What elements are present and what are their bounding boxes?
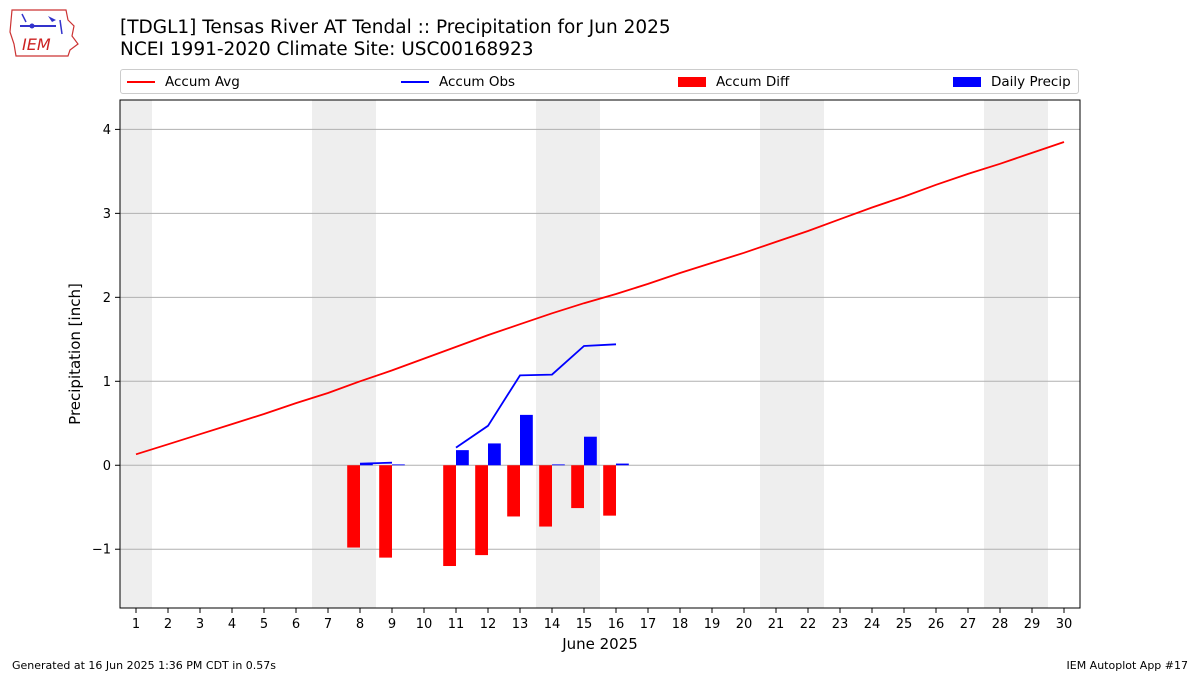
- accum-obs-swatch: [401, 80, 429, 83]
- accum-diff-bar: [475, 465, 488, 556]
- x-tick-label: 19: [704, 617, 721, 632]
- x-tick-label: 21: [768, 617, 785, 632]
- accum-diff-bar: [347, 465, 360, 548]
- x-tick-label: 5: [260, 617, 268, 632]
- daily-precip-bar: [616, 463, 629, 466]
- x-tick-label: 29: [1024, 617, 1041, 632]
- x-tick-label: 18: [672, 617, 689, 632]
- x-tick-label: 10: [416, 617, 433, 632]
- app-note: IEM Autoplot App #17: [1066, 659, 1189, 672]
- x-tick-label: 14: [544, 617, 561, 632]
- daily-precip-bar: [456, 450, 469, 466]
- x-tick-label: 28: [992, 617, 1009, 632]
- accum-diff-swatch: [678, 76, 706, 87]
- legend: Accum Avg Accum Obs Accum Diff Daily Pre…: [120, 69, 1079, 94]
- y-tick-label: 1: [103, 375, 111, 390]
- daily-precip-bar: [392, 464, 405, 466]
- y-tick-label: 4: [103, 123, 111, 138]
- legend-label: Accum Diff: [716, 73, 790, 90]
- y-tick-label: 2: [103, 291, 111, 306]
- weekend-shade: [344, 100, 376, 608]
- accum-diff-bar: [507, 465, 520, 517]
- generated-note: Generated at 16 Jun 2025 1:36 PM CDT in …: [12, 659, 277, 672]
- x-tick-label: 25: [896, 617, 913, 632]
- x-tick-label: 8: [356, 617, 364, 632]
- x-tick-label: 26: [928, 617, 945, 632]
- y-axis-label: Precipitation [inch]: [66, 283, 84, 425]
- legend-label: Daily Precip: [991, 73, 1071, 90]
- accum-diff-bar: [539, 465, 552, 527]
- accum-diff-bar: [571, 465, 584, 509]
- x-tick-label: 30: [1056, 617, 1073, 632]
- daily-precip-bar: [520, 414, 533, 466]
- x-tick-label: 11: [448, 617, 465, 632]
- x-tick-label: 20: [736, 617, 753, 632]
- legend-item-accum-avg: Accum Avg: [127, 70, 240, 93]
- x-tick-label: 15: [576, 617, 593, 632]
- legend-label: Accum Avg: [165, 73, 240, 90]
- daily-precip-swatch: [953, 76, 981, 87]
- x-tick-label: 24: [864, 617, 881, 632]
- x-tick-label: 6: [292, 617, 300, 632]
- x-tick-label: 23: [832, 617, 849, 632]
- weekend-shade: [792, 100, 824, 608]
- accum-obs-line: [455, 343, 617, 449]
- daily-precip-bar: [488, 443, 501, 466]
- x-tick-label: 27: [960, 617, 977, 632]
- daily-precip-bar: [360, 463, 373, 466]
- accum-avg-line: [135, 141, 1065, 456]
- daily-precip-bar: [552, 464, 565, 466]
- accum-diff-bar: [443, 465, 456, 567]
- x-tick-label: 22: [800, 617, 817, 632]
- weekend-shade: [312, 100, 344, 608]
- weekend-shade: [120, 100, 152, 608]
- x-tick-label: 9: [388, 617, 396, 632]
- svg-text:IEM: IEM: [22, 35, 51, 54]
- x-tick-label: 16: [608, 617, 625, 632]
- chart-subtitle: NCEI 1991-2020 Climate Site: USC00168923: [120, 39, 534, 60]
- accum-obs-line: [359, 461, 393, 465]
- iem-logo: IEM: [9, 9, 79, 57]
- y-tick-label: 0: [103, 459, 111, 474]
- x-tick-label: 12: [480, 617, 497, 632]
- x-tick-label: 1: [132, 617, 140, 632]
- accum-diff-bar: [603, 465, 616, 516]
- legend-label: Accum Obs: [439, 73, 516, 90]
- legend-item-daily-precip: Daily Precip: [953, 70, 1071, 93]
- daily-precip-bar: [584, 436, 597, 466]
- x-tick-label: 17: [640, 617, 657, 632]
- weekend-shade: [984, 100, 1016, 608]
- weekend-shade: [1016, 100, 1048, 608]
- legend-item-accum-diff: Accum Diff: [678, 70, 789, 93]
- x-tick-label: 3: [196, 617, 204, 632]
- accum-avg-swatch: [127, 80, 155, 83]
- accum-diff-bar: [379, 465, 392, 558]
- y-tick-label: 3: [103, 207, 111, 222]
- weekend-shade: [760, 100, 792, 608]
- x-tick-label: 7: [324, 617, 332, 632]
- weekend-shade: [536, 100, 568, 608]
- y-tick-label: −1: [92, 543, 111, 558]
- weekend-shade: [568, 100, 600, 608]
- x-axis-label: June 2025: [561, 635, 638, 653]
- x-tick-label: 4: [228, 617, 236, 632]
- x-tick-label: 13: [512, 617, 529, 632]
- chart-title: [TDGL1] Tensas River AT Tendal :: Precip…: [120, 17, 671, 38]
- legend-item-accum-obs: Accum Obs: [401, 70, 515, 93]
- x-tick-label: 2: [164, 617, 172, 632]
